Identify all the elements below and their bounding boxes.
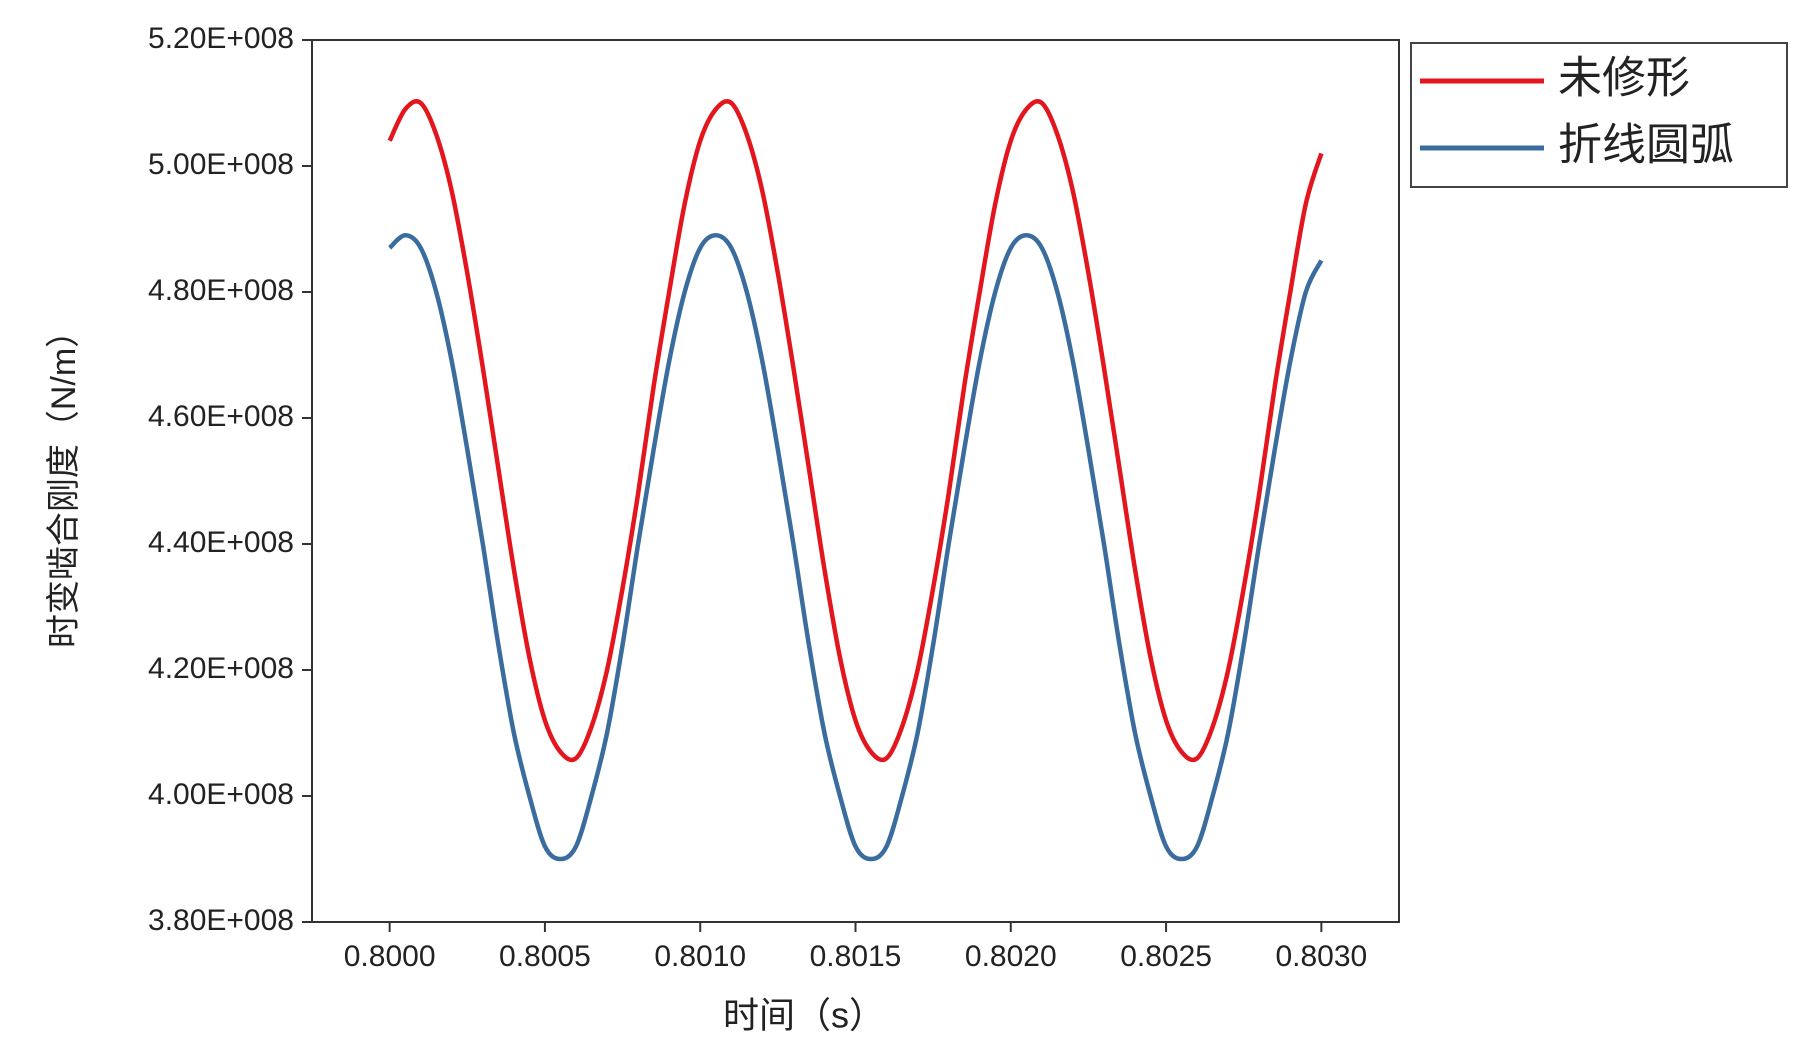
x-tick-label: 0.8010	[654, 940, 746, 973]
y-tick-label: 4.60E+008	[148, 400, 294, 433]
y-tick-label: 4.40E+008	[148, 526, 294, 559]
x-tick-label: 0.8005	[499, 940, 591, 973]
legend-box	[1410, 42, 1788, 188]
y-tick-label: 5.20E+008	[148, 22, 294, 55]
x-tick-label: 0.8030	[1275, 940, 1367, 973]
y-axis-label: 时变啮合刚度（N/m）	[45, 314, 83, 648]
y-tick-label: 4.80E+008	[148, 274, 294, 307]
data-line	[388, 233, 1324, 862]
y-tick-label: 4.00E+008	[148, 778, 294, 811]
data-line	[387, 99, 1324, 763]
plot-frame	[311, 39, 1400, 923]
x-axis-label: 时间（s）	[723, 995, 885, 1036]
y-tick-label: 4.20E+008	[148, 652, 294, 685]
y-tick-label: 5.00E+008	[148, 148, 294, 181]
x-tick-label: 0.8015	[810, 940, 902, 973]
x-tick-label: 0.8025	[1120, 940, 1212, 973]
x-tick-label: 0.8020	[965, 940, 1057, 973]
y-tick-label: 3.80E+008	[148, 904, 294, 937]
legend-label: 折线圆弧	[1558, 121, 1734, 170]
x-tick-label: 0.8000	[344, 940, 436, 973]
legend-label: 未修形	[1558, 54, 1690, 103]
